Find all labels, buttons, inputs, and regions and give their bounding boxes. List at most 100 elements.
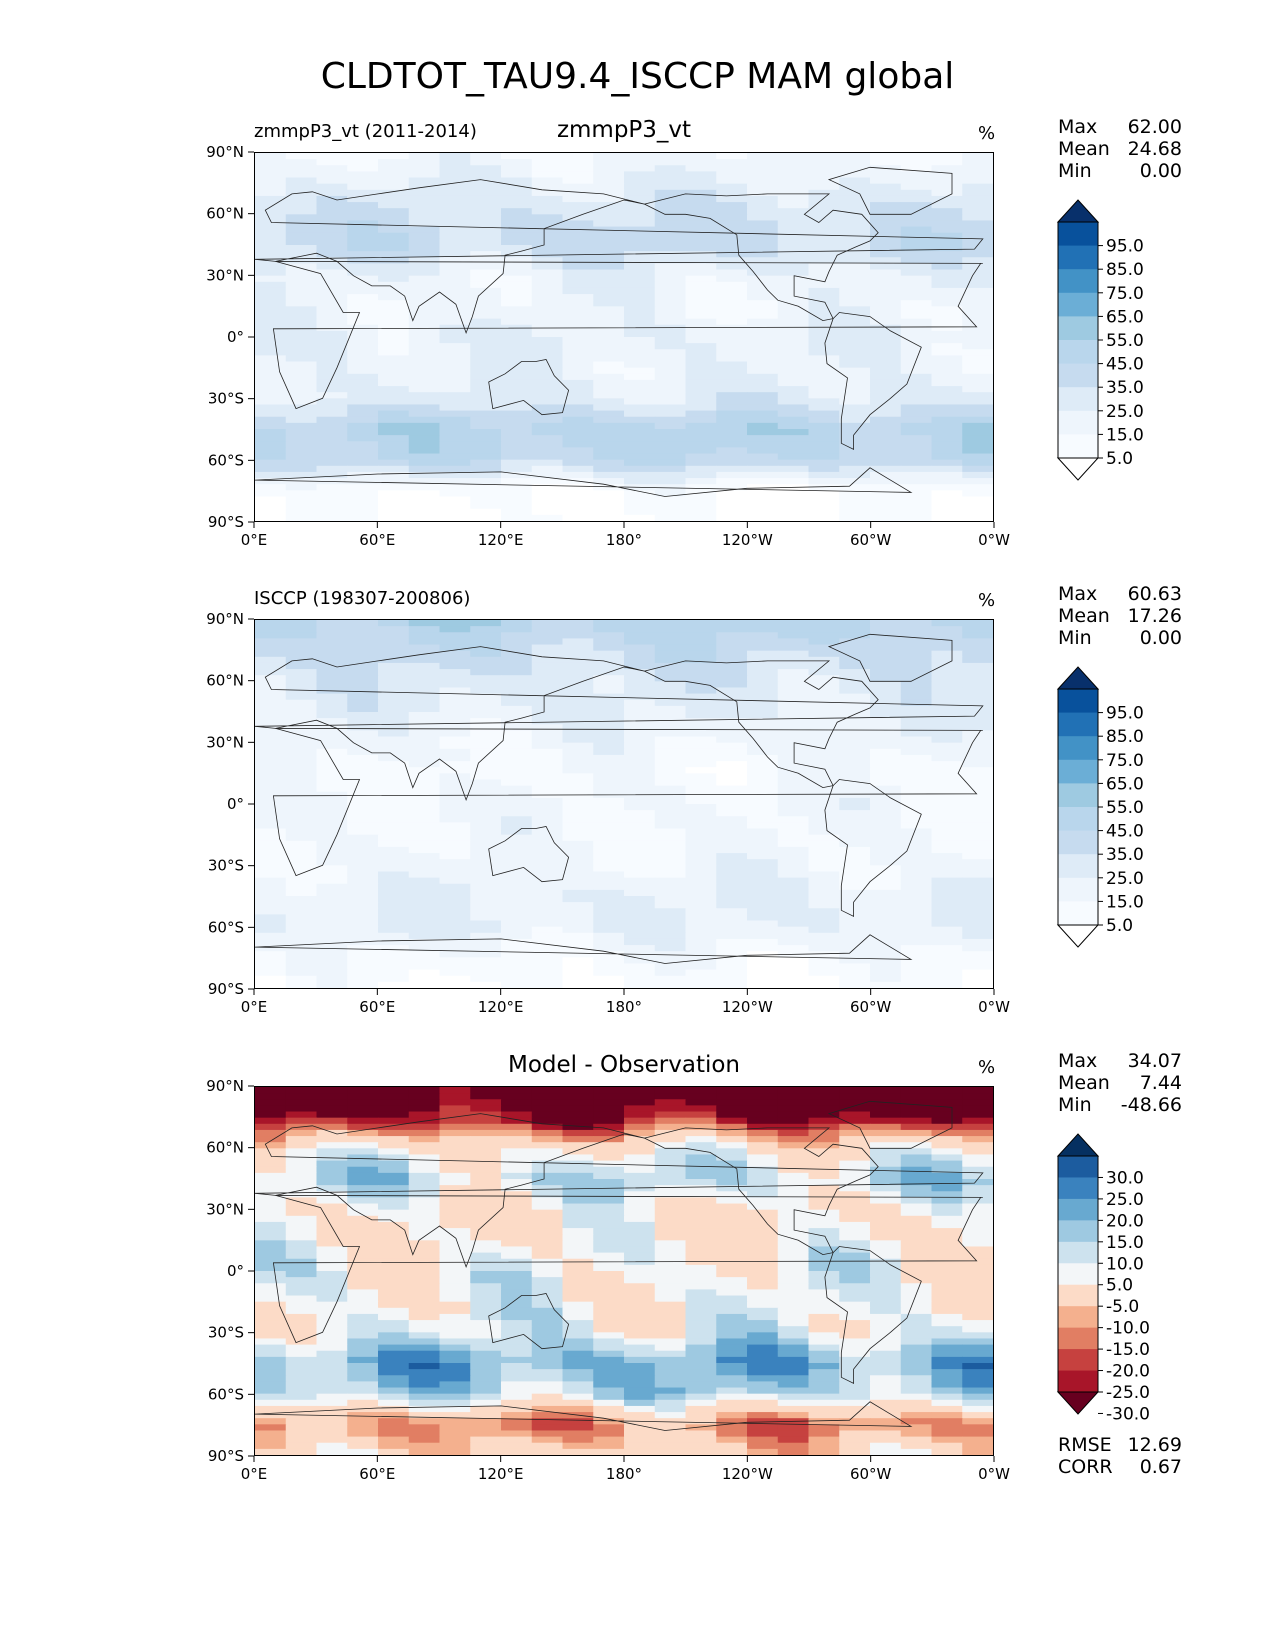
field-cell [255,1240,287,1248]
field-cell [839,846,871,854]
field-cell [962,1228,994,1235]
field-cell [439,171,471,179]
field-cell [716,1117,748,1125]
field-cell [408,846,441,854]
field-cell [962,435,994,442]
field-cell [685,1258,717,1266]
field-cell [501,300,533,307]
field-cell [285,410,318,418]
field-cell [531,969,564,977]
field-cell [624,441,656,448]
field-cell [624,853,656,860]
field-cell [900,435,933,442]
field-cell [870,508,902,516]
field-cell [962,969,994,977]
field-cell [285,471,318,479]
field-cell [316,669,348,676]
field-cell [870,1295,902,1303]
field-cell [654,644,687,652]
field-cell [685,822,717,830]
field-cell [839,312,871,320]
field-cell [531,1179,564,1186]
field-cell [685,669,717,676]
field-cell [900,1393,933,1401]
field-cell [962,914,994,922]
field-cell [777,785,810,793]
field-cell [255,330,287,338]
field-cell [347,300,379,307]
field-cell [470,1405,502,1413]
field-cell [839,386,871,393]
field-cell [408,926,441,934]
field-cell [439,177,471,185]
field-cell [501,1332,533,1340]
field-cell [716,1405,748,1413]
field-cell [716,165,748,172]
field-cell [347,183,379,191]
field-cell [439,306,471,314]
field-cell [747,1264,779,1272]
field-cell [777,392,810,399]
field-cell [747,441,779,448]
field-cell [747,171,779,179]
field-cell [624,294,656,301]
field-cell [593,1295,625,1303]
field-cell [531,294,564,301]
field-cell [624,656,656,664]
field-cell [624,871,656,879]
field-cell [562,1123,594,1131]
field-cell [839,871,871,879]
field-cell [378,392,410,399]
field-cell [654,459,687,467]
field-cell [378,1197,410,1205]
field-cell [255,238,287,246]
field-cell [562,1105,594,1113]
field-cell [716,853,748,860]
field-cell [285,779,318,787]
field-cell [255,404,287,412]
field-cell [654,502,687,510]
field-cell [962,1271,994,1278]
field-cell [470,232,502,240]
field-cell [839,834,871,842]
field-cell [685,502,717,510]
field-cell [285,404,318,412]
field-cell [501,1412,533,1419]
field-cell [808,1289,840,1297]
field-cell [716,1412,748,1419]
field-cell [839,804,871,811]
field-cell [316,1148,348,1156]
field-cell [285,889,318,897]
field-cell [316,165,348,172]
field-cell [900,828,933,836]
field-cell [777,251,810,258]
field-cell [501,712,533,719]
field-cell [501,1093,533,1100]
field-cell [531,508,564,516]
field-cell [747,816,779,823]
field-cell [777,318,810,326]
field-cell [777,791,810,799]
field-cell [962,429,994,436]
field-cell [408,828,441,836]
field-cell [501,1148,533,1156]
field-cell [408,281,441,289]
field-cell [593,975,625,983]
field-cell [316,245,348,252]
field-cell [255,1399,287,1407]
field-cell [593,963,625,971]
field-cell [316,1436,348,1444]
field-cell [870,626,902,633]
field-cell [285,1289,318,1297]
y-tick-label: 60°S [208,918,244,936]
field-cell [501,226,533,234]
field-cell [931,294,963,301]
field-cell [593,1424,625,1432]
field-cell [808,748,840,756]
field-cell [747,459,779,467]
field-cell [439,773,471,781]
field-cell [378,1277,410,1284]
field-cell [439,226,471,234]
field-cell [624,920,656,928]
field-cell [962,416,994,424]
